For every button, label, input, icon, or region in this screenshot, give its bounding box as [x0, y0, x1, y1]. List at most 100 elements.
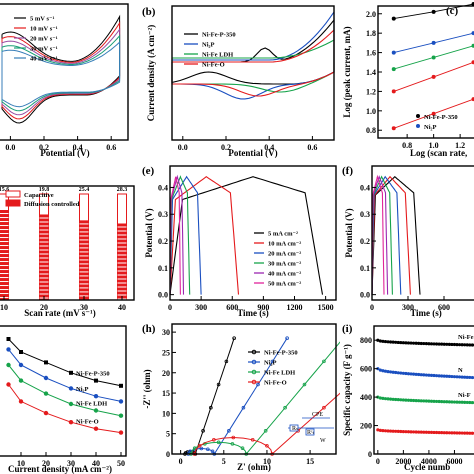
legend-label: 30 mA cm⁻² — [268, 261, 301, 268]
data-point — [417, 430, 421, 434]
y-tick-label: 0.1 — [158, 264, 168, 273]
bar-capacitive — [117, 193, 127, 225]
data-point — [231, 435, 236, 440]
data-point — [434, 430, 439, 435]
y-tick-label: 0.3 — [360, 210, 370, 219]
data-point — [411, 398, 416, 403]
data-point — [409, 341, 413, 345]
data-point — [432, 430, 436, 435]
data-point — [399, 340, 403, 345]
equivalent-circuit: Rₛ CPE Rᶜₜ W — [288, 412, 334, 444]
rate-line-2 — [8, 364, 122, 417]
x-axis-label: Time (s) — [410, 308, 442, 318]
plot-frame — [0, 185, 135, 301]
data-point — [283, 405, 287, 410]
data-point — [455, 400, 459, 404]
chart-d: 15.6 19.8 25.4 28.3 10 20 30 40 Capacitive Diffus… — [0, 185, 135, 318]
y-tick-label: 0.3 — [158, 210, 168, 219]
data-point — [452, 431, 457, 435]
cv-curve-3 — [171, 28, 335, 97]
legend-swatch — [5, 190, 21, 198]
data-point — [429, 399, 434, 403]
data-point — [450, 342, 454, 347]
data-point — [447, 400, 451, 404]
data-point — [411, 372, 416, 376]
gcd-curve-4 — [371, 175, 389, 295]
data-point — [471, 97, 474, 102]
data-point — [394, 370, 398, 375]
data-point — [209, 405, 213, 410]
data-point — [404, 371, 408, 376]
panel-d: 15.6 19.8 25.4 28.3 10 20 30 40 Capacitive Diffus… — [0, 160, 140, 320]
y-tick-label: 1.2 — [366, 87, 376, 96]
data-point — [417, 372, 421, 377]
data-point — [118, 413, 124, 418]
plot-frame — [171, 323, 337, 455]
x-tick-label: 0 — [168, 303, 172, 312]
data-point — [406, 430, 411, 434]
data-point — [119, 383, 123, 388]
x-tick-label: 0.8 — [402, 141, 412, 150]
legend-label: Ni-Fe-P-350 — [202, 32, 236, 39]
data-point — [394, 429, 398, 433]
data-point — [419, 399, 423, 403]
data-point — [427, 430, 431, 434]
data-point — [452, 342, 457, 347]
x-tick-label: 30 — [80, 303, 88, 312]
x-tick-label: 0.0 — [5, 143, 15, 152]
series-label: N — [458, 367, 463, 374]
legend-marker — [416, 124, 420, 128]
x-tick-label: 1500 — [318, 303, 334, 312]
data-point — [322, 405, 326, 410]
panel-i: Ni-Fe N Ni-F 0 2000 4000 6000 0 200 400 600 800 (i) C… — [340, 320, 474, 474]
data-point — [216, 440, 221, 445]
gcd-curve-3 — [371, 175, 393, 295]
data-point — [285, 336, 289, 341]
data-point — [445, 431, 449, 435]
legend-label: Ni₂P — [202, 42, 214, 49]
data-point — [431, 111, 436, 116]
data-point — [224, 359, 229, 364]
data-point — [470, 375, 474, 380]
data-point — [391, 126, 396, 131]
legend-label: Ni₂P — [264, 360, 276, 367]
data-point — [6, 382, 11, 387]
y-tick-label: 1.0 — [366, 107, 376, 116]
series-label: Ni-Fe LDH — [76, 401, 107, 408]
plot-frame — [371, 165, 474, 301]
y-tick-label: 1.8 — [366, 29, 376, 38]
y-tick-label: 0.2 — [158, 237, 168, 246]
x-tick-label: 0 — [370, 303, 374, 312]
y-tick-label: 0.2 — [360, 237, 370, 246]
y-axis-label: Specific capacity (F g⁻¹) — [342, 344, 352, 436]
legend-label: 5 mV s⁻¹ — [30, 16, 54, 23]
x-tick-label: 20 — [40, 303, 48, 312]
data-point — [18, 378, 24, 383]
data-point — [396, 340, 400, 345]
data-point — [424, 342, 428, 346]
data-point — [394, 340, 398, 344]
data-point — [450, 431, 454, 435]
x-axis-label: Time (s) — [237, 308, 269, 318]
x-tick-label: 0.2 — [221, 143, 231, 152]
data-point — [401, 371, 405, 375]
data-point — [468, 431, 472, 435]
chart-a: 0.0 0.2 0.4 0.6 5 mV s⁻¹ 10 mV s⁻¹ 20 mV s⁻¹ 30… — [0, 3, 129, 158]
x-tick-label: 1.2 — [455, 141, 465, 150]
x-tick-label: 5 — [222, 457, 226, 466]
data-point — [440, 400, 444, 404]
panel-g: Ni-Fe-P-350 Ni₂P Ni-Fe LDH Ni-Fe-O 10 20 30 40 5… — [0, 320, 140, 474]
data-point — [414, 341, 418, 345]
data-point — [434, 374, 439, 378]
y-axis-label: -Z'' (ohm) — [142, 369, 152, 408]
gcd-curve-3 — [169, 175, 191, 295]
x-axis-label: Cycle numb — [404, 462, 450, 472]
y-axis-label: Potential (V) — [144, 208, 154, 257]
data-point — [460, 431, 464, 435]
data-point — [417, 341, 421, 345]
rate-line-3 — [8, 384, 122, 434]
data-point — [470, 343, 474, 347]
data-point — [68, 386, 74, 391]
bar-data-label: 28.3 — [117, 187, 128, 193]
data-point — [445, 342, 449, 346]
